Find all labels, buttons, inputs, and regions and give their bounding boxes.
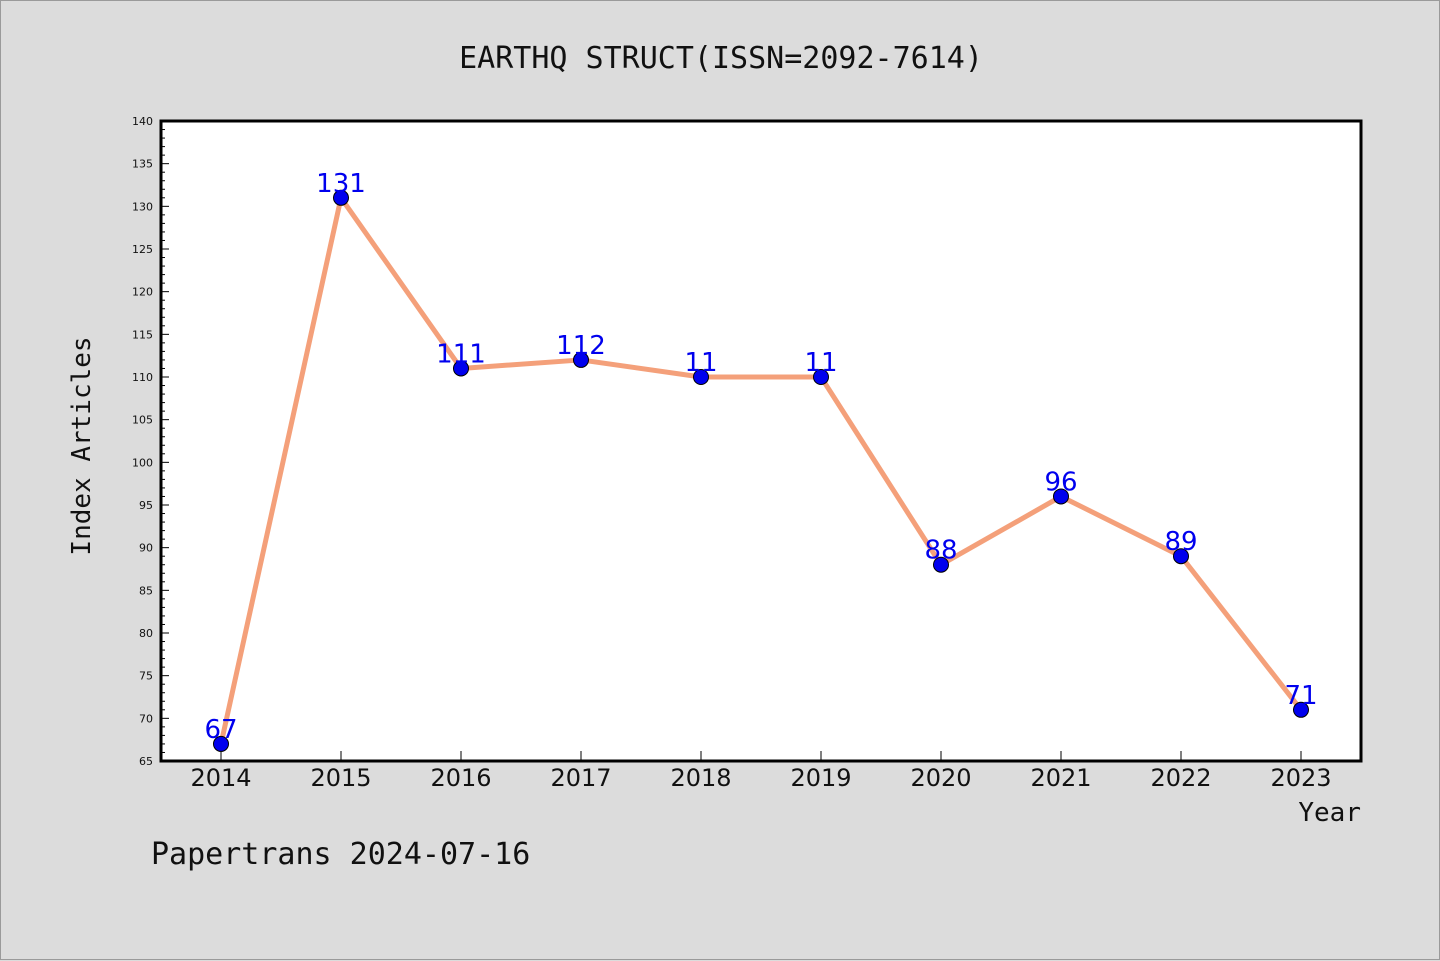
x-tick-label: 2023 [1270, 764, 1331, 792]
x-axis-label: Year [1298, 798, 1361, 828]
y-tick-label: 65 [139, 755, 153, 768]
data-label: 11 [684, 348, 717, 378]
plot-area [159, 119, 1363, 763]
y-tick-label: 100 [132, 456, 153, 469]
data-label: 96 [1044, 467, 1077, 497]
x-tick-label: 2014 [190, 764, 251, 792]
data-point [1293, 701, 1309, 718]
x-tick-label: 2016 [430, 764, 491, 792]
data-point [453, 360, 469, 377]
footer-text: Papertrans 2024-07-16 [151, 837, 530, 872]
data-point [693, 369, 709, 385]
x-tick-label: 2015 [310, 764, 371, 792]
data-label: 67 [204, 715, 237, 745]
data-point [333, 189, 349, 206]
data-label: 131 [316, 169, 366, 199]
data-point [213, 735, 229, 752]
chart-title: EARTHQ STRUCT(ISSN=2092-7614) [459, 41, 983, 76]
data-label: 88 [924, 536, 957, 566]
series-group: 67 131 111 112 11 11 88 96 89 71 [204, 169, 1318, 752]
x-tick-label: 2017 [550, 764, 611, 792]
data-label: 11 [804, 348, 837, 378]
y-tick-label: 140 [132, 115, 153, 128]
y-tick-label: 75 [139, 670, 153, 683]
x-tick-label: 2022 [1150, 764, 1211, 792]
y-tick-label: 115 [132, 328, 153, 341]
y-tick-label: 130 [132, 200, 153, 213]
x-axis: 2014 2015 2016 2017 2018 2019 2020 2021 2022 2023 [190, 751, 1332, 792]
data-label: 89 [1164, 527, 1197, 557]
data-point [573, 351, 589, 368]
y-tick-label: 125 [132, 243, 153, 256]
x-tick-label: 2019 [790, 764, 851, 792]
x-tick-label: 2018 [670, 764, 731, 792]
data-label: 111 [436, 339, 486, 369]
y-tick-label: 120 [132, 286, 153, 299]
y-tick-label: 110 [132, 371, 153, 384]
series-line [218, 195, 1303, 745]
y-tick-label: 95 [139, 499, 153, 512]
y-axis: 65 70 75 80 85 90 95 100 105 110 115 120 125 130 135 14… [132, 115, 169, 768]
x-tick-label: 2020 [910, 764, 971, 792]
data-point [1053, 488, 1069, 505]
y-tick-label: 85 [139, 584, 153, 597]
y-tick-label: 90 [139, 542, 153, 555]
data-point [933, 556, 949, 573]
data-label: 71 [1284, 681, 1317, 711]
y-tick-label: 135 [132, 158, 153, 171]
y-tick-label: 70 [139, 712, 153, 725]
y-axis-label: Index Articles [67, 336, 97, 555]
y-tick-label: 105 [132, 414, 153, 427]
data-label: 112 [556, 331, 606, 361]
y-tick-label: 80 [139, 627, 153, 640]
x-tick-label: 2021 [1030, 764, 1091, 792]
data-point [1173, 548, 1189, 565]
data-point [813, 369, 829, 385]
